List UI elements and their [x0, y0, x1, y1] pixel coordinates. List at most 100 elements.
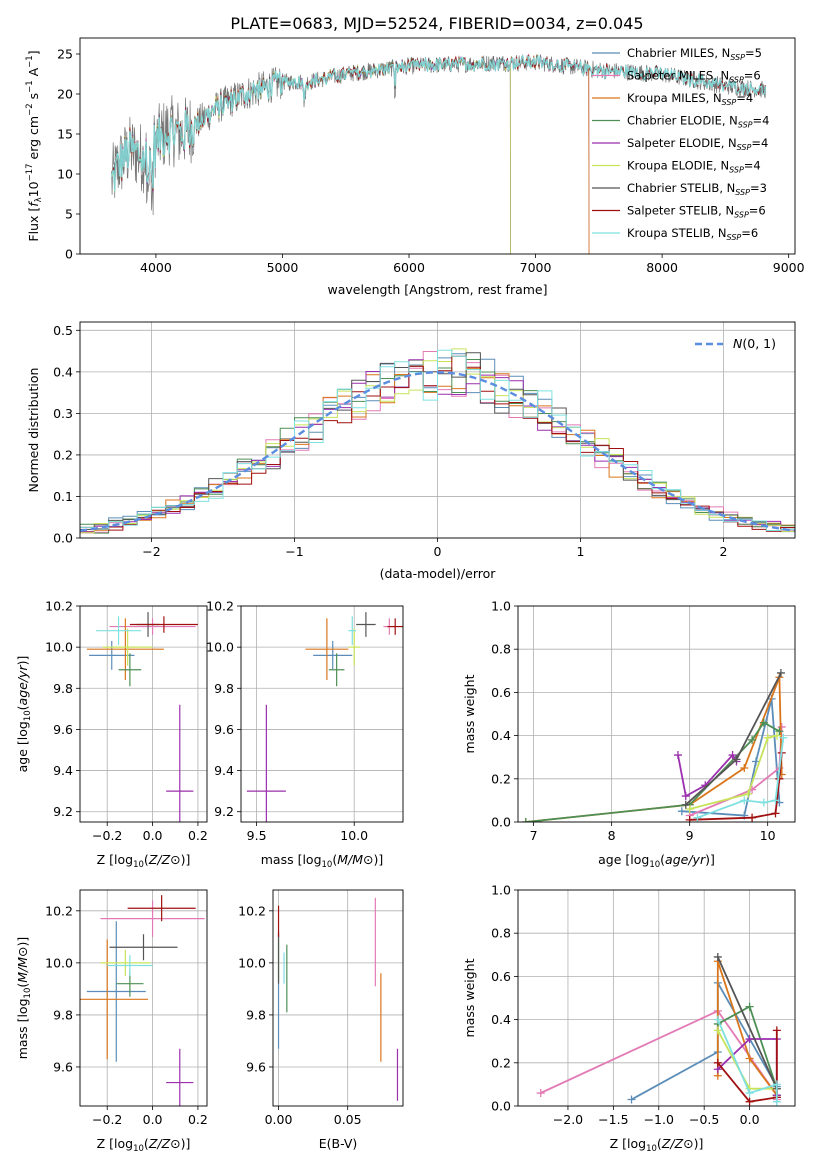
y-tick-label: 10.2 — [206, 599, 234, 614]
label-part: −17 — [25, 163, 35, 181]
x-tick-label: 9000 — [773, 260, 805, 275]
plot-area — [536, 952, 781, 1106]
y-tick-label: 15 — [57, 127, 73, 142]
panel-massweight_vs_age: 7 8 9 10 0.0 0.2 0.4 0.6 0.8 1.0 mass weight age [l… — [462, 599, 796, 870]
model-spectrum-line — [110, 54, 767, 192]
x-tick-label: −1 — [285, 544, 303, 559]
panel-age_vs_mass: 9.5 10.0 9.2 9.4 9.6 9.8 10.0 10.2 mass [log10(M… — [206, 599, 404, 870]
model-spectrum-line — [111, 54, 590, 254]
label-part: log — [114, 1136, 133, 1151]
legend-label-sub: SSP — [729, 166, 744, 175]
label-part: 10 — [646, 1144, 657, 1154]
plot-area — [246, 612, 403, 822]
legend-label-value: =6 — [744, 69, 761, 83]
x-tick-label: 7000 — [520, 260, 552, 275]
y-tick-label: 10.0 — [45, 955, 73, 970]
panel-age_vs_Z: −0.2 0.0 0.29.29.49.69.810.010.2Z [log10(Z… — [15, 599, 208, 871]
y-tick-label: 20 — [57, 87, 73, 102]
x-tick-label: −1.0 — [644, 1112, 674, 1127]
mass-weight-marker — [713, 952, 722, 961]
label-part: mass [log — [15, 998, 30, 1059]
axes-frame — [79, 321, 796, 539]
label-part: ⊙)] — [683, 1136, 703, 1151]
model-spectrum-line — [111, 53, 590, 254]
legend-label: Kroupa MILES, NSSP=4 — [627, 91, 753, 107]
label-part: ( — [144, 1136, 149, 1151]
legend-label-value: =3 — [750, 181, 767, 195]
mass-weight-marker — [748, 735, 757, 744]
mass-weight-marker — [745, 1054, 754, 1063]
x-tick-label: 10 — [760, 828, 776, 843]
label-part: λ — [34, 197, 44, 202]
x-axis-label: age [log10(age/yr)] — [598, 852, 715, 870]
errorbar-point — [328, 653, 345, 687]
legend-label-sub: SSP — [730, 53, 745, 62]
model-spectrum-line — [111, 54, 590, 254]
x-axis-label: Z [log10(Z/Z⊙)] — [97, 852, 191, 870]
errorbar-point — [387, 618, 403, 635]
legend-label-value: =5 — [745, 46, 762, 60]
mass-weight-line — [716, 1019, 778, 1102]
legend-label-value: =6 — [749, 204, 766, 218]
mass-weight-marker — [771, 796, 780, 805]
label-part: age/yr — [15, 665, 30, 706]
x-tick-label: 0.2 — [188, 828, 208, 843]
mass-weight-marker — [776, 668, 785, 677]
plot-area — [521, 668, 788, 822]
label-part: 10 — [322, 860, 333, 870]
legend-label-text: Kroupa MILES, N — [627, 91, 722, 105]
mass-weight-marker — [745, 1035, 754, 1044]
x-tick-label: 4000 — [140, 260, 172, 275]
mass-weight-marker — [681, 800, 690, 809]
y-tick-label: 9.2 — [53, 804, 73, 819]
label-part: M/M — [337, 852, 363, 867]
x-axis-label: E(B-V) — [319, 1136, 358, 1151]
legend-label-text: N — [733, 336, 743, 351]
y-tick-label: 9.2 — [214, 804, 234, 819]
y-tick-label: 0.3 — [53, 406, 73, 421]
label-part: Z [ — [610, 1136, 627, 1151]
y-tick-label: 0.1 — [53, 489, 73, 504]
y-tick-label: 0.6 — [491, 969, 511, 984]
mass-weight-marker — [772, 1026, 781, 1035]
legend-label-sub: SSP — [722, 98, 737, 107]
legend-label: Salpeter ELODIE, NSSP=4 — [627, 136, 768, 152]
y-tick-label: 0.4 — [491, 728, 511, 743]
errorbar-point — [107, 955, 153, 976]
y-tick-label: 0.0 — [491, 815, 511, 830]
plot-area — [277, 897, 399, 1101]
label-part: age [log — [598, 852, 649, 867]
label-part: ⊙)] — [170, 1136, 190, 1151]
legend-label-value: =4 — [751, 136, 768, 150]
x-tick-label: −0.5 — [689, 1112, 719, 1127]
y-tick-label: 10.0 — [206, 640, 234, 655]
plot-area — [86, 612, 198, 822]
mass-weight-marker — [681, 792, 690, 801]
label-part: 10 — [23, 710, 33, 721]
label-part: ( — [657, 1136, 662, 1151]
y-tick-label: 0.0 — [53, 531, 73, 546]
x-tick-label: 0.2 — [188, 1112, 208, 1127]
label-part: Z/Z — [148, 1136, 171, 1151]
mass-weight-marker — [627, 1095, 636, 1104]
mass-weight-marker — [536, 1089, 545, 1098]
mass-weight-marker — [713, 1015, 722, 1024]
mass-weight-marker — [521, 818, 530, 822]
mass-weight-marker — [772, 1080, 781, 1089]
x-axis-label: Z [log10(Z/Z⊙)] — [97, 1136, 191, 1154]
axes-frame — [79, 889, 208, 1107]
mass-weight-marker — [745, 1097, 754, 1106]
y-tick-label: 5 — [65, 207, 73, 222]
mass-weight-marker — [779, 733, 788, 742]
y-tick-label: 0.2 — [53, 447, 73, 462]
mass-weight-marker — [759, 718, 768, 727]
axes-frame — [79, 605, 208, 823]
errorbar-point — [118, 653, 142, 687]
label-part: ⊙)] — [170, 852, 190, 867]
legend-label: Kroupa STELIB, NSSP=6 — [627, 226, 758, 242]
errorbar-point — [109, 618, 196, 635]
y-axis-label: mass weight — [462, 958, 477, 1037]
label-part: log — [302, 852, 321, 867]
axes-frame — [517, 605, 796, 823]
